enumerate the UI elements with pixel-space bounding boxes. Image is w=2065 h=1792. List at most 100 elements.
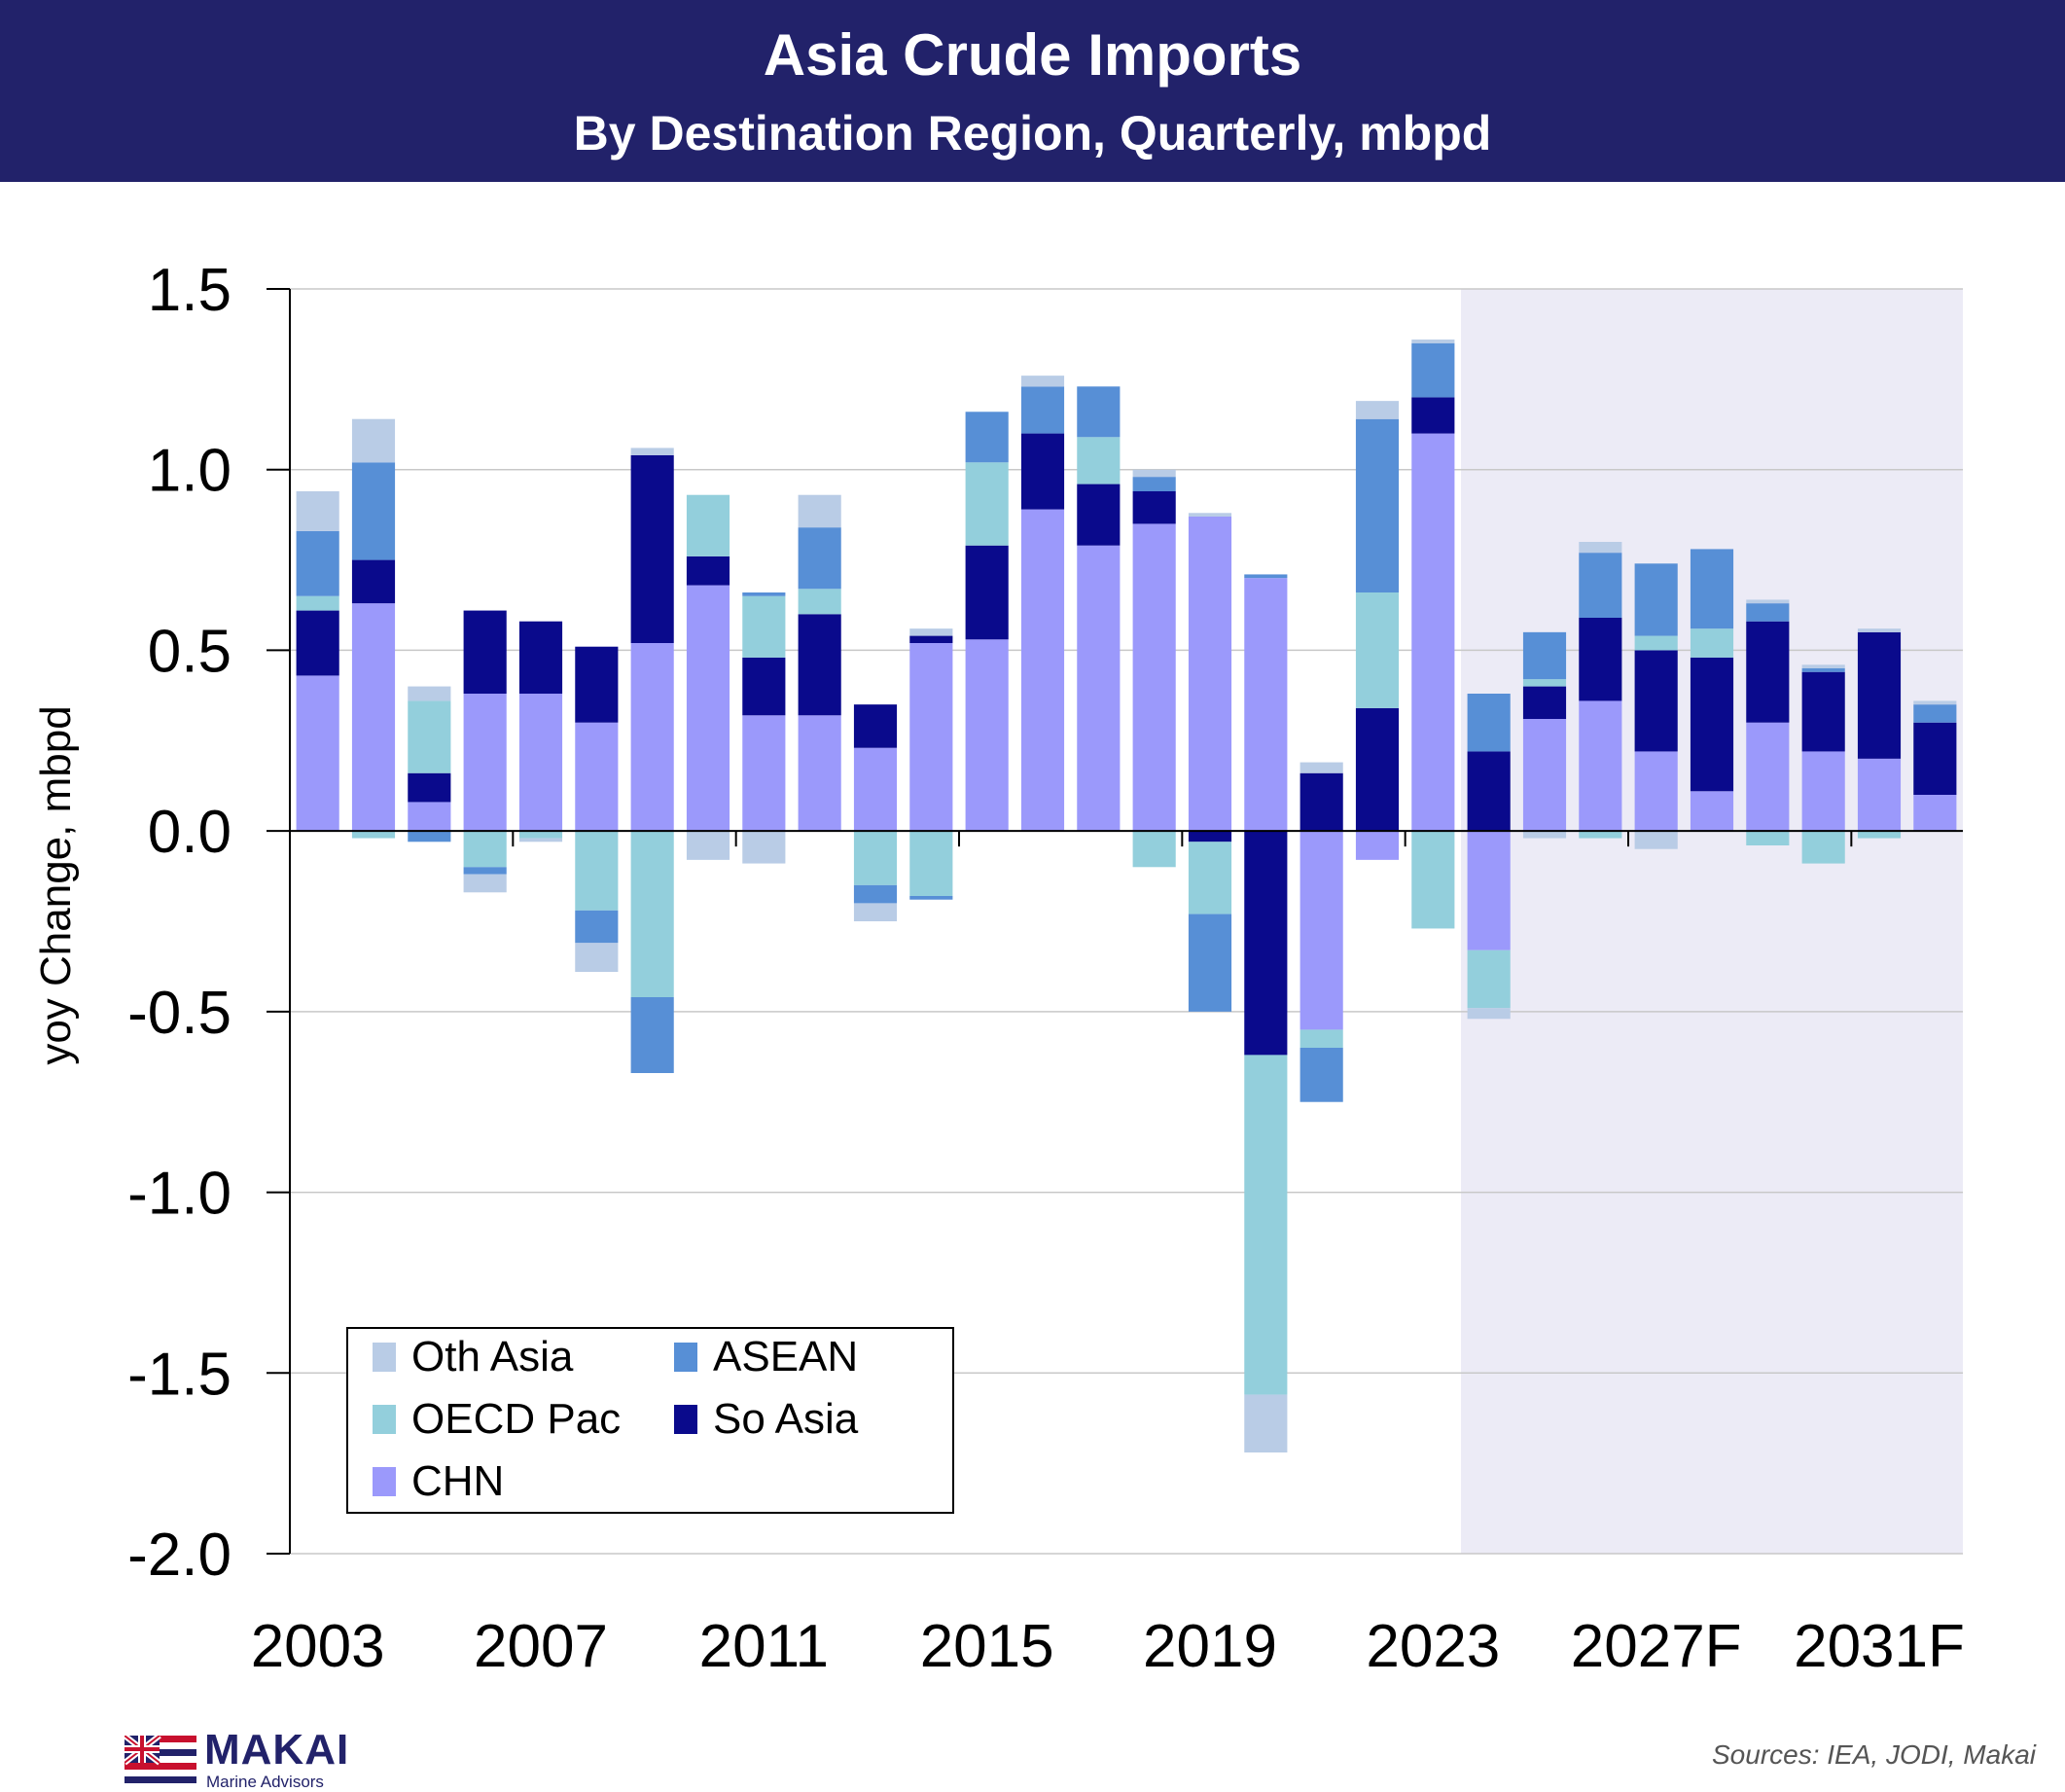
bar-asean-2009 <box>630 997 674 1073</box>
bar-chn-2014 <box>909 643 953 832</box>
bar-chn-2017 <box>1077 545 1121 832</box>
bar-chn-2032F <box>1913 795 1957 832</box>
bar-oecd-pac-2018 <box>1132 831 1176 868</box>
bar-chn-2009 <box>630 643 674 832</box>
bar-asean-2022 <box>1355 418 1400 592</box>
bar-chn-2028F <box>1690 791 1734 832</box>
bar-asean-2025 <box>1522 631 1567 680</box>
bar-oecd-pac-2013 <box>853 831 898 885</box>
chart-subtitle: By Destination Region, Quarterly, mbpd <box>573 106 1492 161</box>
bar-so-asia-2032F <box>1913 722 1957 795</box>
x-tick-label: 2003 <box>251 1613 385 1680</box>
bar-oecd-pac-2007 <box>518 831 563 839</box>
bar-oth-asia-2005 <box>408 686 451 701</box>
bar-oecd-pac-2006 <box>463 831 507 868</box>
bar-so-asia-2007 <box>518 621 563 694</box>
bar-chn-2013 <box>853 747 898 832</box>
bar-oecd-pac-2015 <box>965 462 1009 546</box>
chart-header: Asia Crude Imports By Destination Region… <box>0 0 2065 182</box>
bar-chn-2020 <box>1244 578 1288 832</box>
logo-wordmark: MAKAI <box>204 1726 350 1774</box>
bar-chn-2024 <box>1467 831 1511 950</box>
bar-so-asia-2003 <box>296 610 339 676</box>
bar-oecd-pac-2014 <box>909 831 953 896</box>
bar-asean-2011 <box>742 592 786 596</box>
bar-asean-2026 <box>1579 553 1622 618</box>
y-tick-labels: 1.5 1.0 0.5 0.0 -0.5 -1.0 -1.5 -2.0 <box>127 257 231 1589</box>
bar-oth-asia-2007 <box>518 838 563 842</box>
bar-so-asia-2009 <box>630 454 674 643</box>
bar-oth-asia-2025 <box>1522 831 1567 839</box>
bar-asean-2018 <box>1132 477 1176 491</box>
axes <box>267 288 1963 1555</box>
y-tick-label: 1.5 <box>148 257 231 324</box>
makai-logo: MAKAI Marine Advisors <box>125 1726 368 1791</box>
bar-so-asia-2026 <box>1579 618 1622 701</box>
bar-chn-2008 <box>575 722 619 832</box>
bar-oth-asia-2032F <box>1913 700 1957 705</box>
bar-oth-asia-2011 <box>742 831 786 864</box>
bar-chn-2023 <box>1411 433 1455 832</box>
bar-oth-asia-2009 <box>630 448 674 455</box>
y-tick-label: -1.0 <box>127 1161 231 1228</box>
bar-asean-2005 <box>408 831 451 842</box>
forecast-shading <box>1461 289 1963 1554</box>
legend-label-oecd-pac: OECD Pac <box>411 1395 621 1443</box>
legend-label-asean: ASEAN <box>713 1333 858 1380</box>
bar-chn-2003 <box>296 675 339 832</box>
bar-oth-asia-2022 <box>1355 401 1400 419</box>
bar-oecd-pac-2019 <box>1188 842 1232 914</box>
bar-oth-asia-2023 <box>1411 340 1455 343</box>
bar-oth-asia-2019 <box>1188 513 1232 517</box>
x-tick-label: 2023 <box>1366 1613 1500 1680</box>
bar-asean-2004 <box>351 462 396 560</box>
bar-oecd-pac-2023 <box>1411 831 1455 929</box>
bar-oth-asia-2006 <box>463 874 507 893</box>
x-tick-label: 2007 <box>474 1613 608 1680</box>
y-tick-label: 1.0 <box>148 438 231 505</box>
bar-so-asia-2016 <box>1020 433 1065 510</box>
bar-asean-2032F <box>1913 704 1957 723</box>
bar-oth-asia-2031F <box>1857 628 1902 632</box>
bar-oth-asia-2010 <box>686 831 730 860</box>
bar-so-asia-2019 <box>1188 831 1232 842</box>
bar-oecd-pac-2024 <box>1467 950 1511 1009</box>
bar-so-asia-2017 <box>1077 484 1121 546</box>
bars <box>296 340 1957 1452</box>
bar-asean-2020 <box>1244 574 1288 579</box>
bar-asean-2030F <box>1801 668 1845 672</box>
bar-oecd-pac-2028F <box>1690 628 1734 658</box>
bar-oth-asia-2021 <box>1300 762 1343 773</box>
bar-oecd-pac-2029F <box>1746 831 1790 845</box>
bar-chn-2021 <box>1300 831 1343 1030</box>
bar-so-asia-2023 <box>1411 397 1455 434</box>
y-tick-label: -1.5 <box>127 1341 231 1408</box>
bar-asean-2017 <box>1077 386 1121 438</box>
bar-oth-asia-2014 <box>909 628 953 636</box>
hawaii-flag-icon <box>125 1736 196 1790</box>
bar-oth-asia-2029F <box>1746 599 1790 604</box>
bar-oth-asia-2020 <box>1244 1394 1288 1452</box>
legend-swatch-oth-asia <box>373 1343 396 1372</box>
bar-asean-2003 <box>296 530 339 596</box>
bar-chn-2005 <box>408 802 451 832</box>
legend-swatch-chn <box>373 1467 396 1496</box>
bar-chn-2007 <box>518 694 563 832</box>
bar-so-asia-2031F <box>1857 631 1902 759</box>
x-tick-labels: 2003 2007 2011 2015 2019 2023 2027F 2031F <box>251 1613 1965 1680</box>
plot-background <box>1461 289 1963 1554</box>
bar-chn-2004 <box>351 603 396 832</box>
y-tick-label: 0.5 <box>148 618 231 685</box>
bar-chn-2025 <box>1522 719 1567 832</box>
bar-asean-2013 <box>853 884 898 904</box>
chart-title: Asia Crude Imports <box>763 22 1302 88</box>
bar-oth-asia-2026 <box>1579 542 1622 554</box>
bar-chn-2030F <box>1801 751 1845 832</box>
bar-asean-2021 <box>1300 1048 1343 1102</box>
bar-oth-asia-2027F <box>1634 831 1678 849</box>
bar-so-asia-2025 <box>1522 686 1567 719</box>
legend-label-chn: CHN <box>411 1457 504 1505</box>
bar-chn-2019 <box>1188 517 1232 832</box>
bar-oth-asia-2030F <box>1801 664 1845 668</box>
